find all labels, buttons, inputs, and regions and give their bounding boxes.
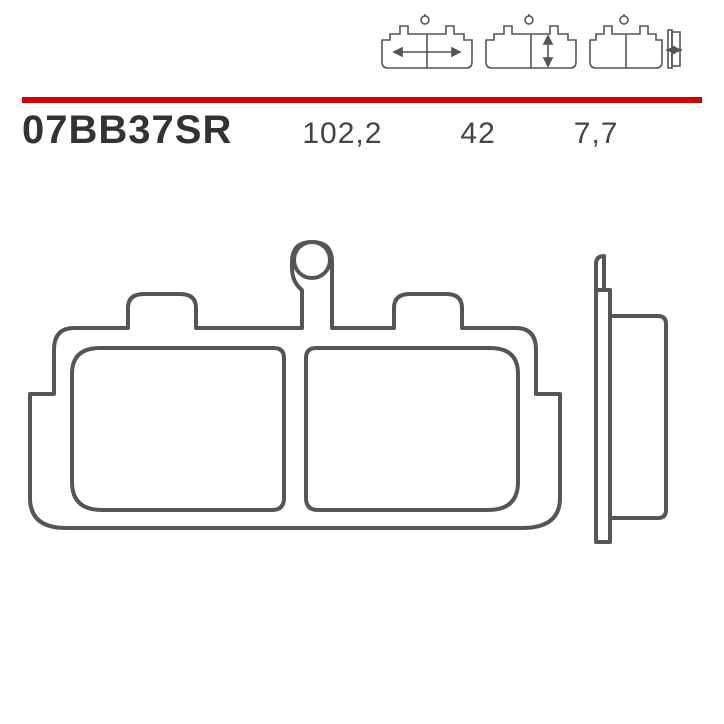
friction-pad-right (306, 348, 518, 510)
part-number: 07BB37SR (22, 108, 232, 153)
side-view (596, 256, 666, 542)
width-dimension-icon (380, 14, 474, 76)
technical-drawing (22, 198, 702, 628)
dimension-icons-row (380, 14, 682, 76)
spec-row: 07BB37SR 102,2 42 7,7 (22, 108, 702, 153)
separator-line (22, 90, 702, 96)
height-dimension-icon (484, 14, 578, 76)
dimension-height: 42 (460, 117, 495, 151)
dimensions-group: 102,2 42 7,7 (302, 117, 618, 151)
thickness-dimension-icon (588, 14, 682, 76)
dimension-width: 102,2 (302, 117, 382, 151)
backing-plate-outline (30, 242, 560, 528)
friction-pad-left (72, 348, 284, 510)
locating-pin-hole (294, 242, 330, 278)
dimension-thickness: 7,7 (574, 117, 619, 151)
